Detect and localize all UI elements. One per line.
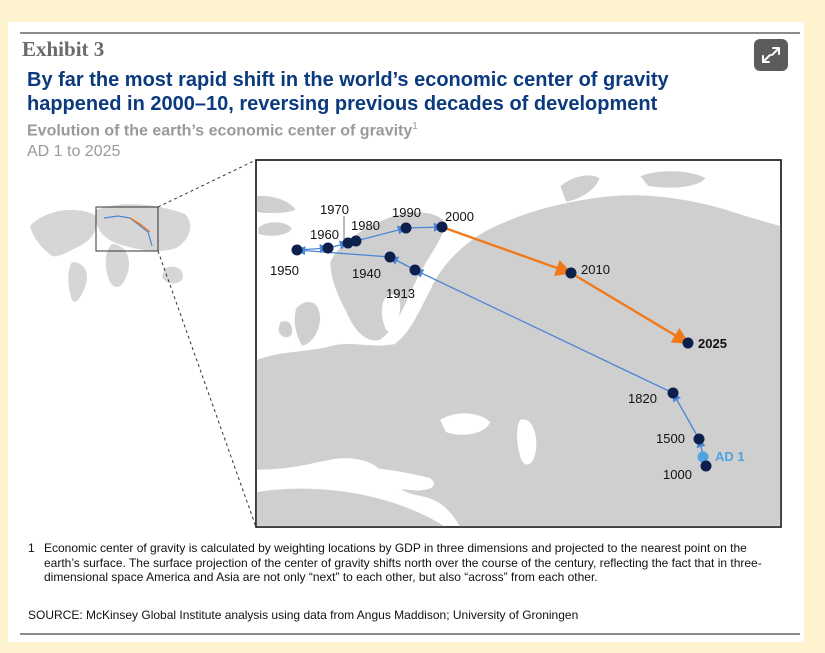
date-range: AD 1 to 2025 [27,143,121,160]
exhibit-label: Exhibit 3 [22,37,105,61]
title-line-1: By far the most rapid shift in the world… [27,69,669,91]
chart-title: By far the most rapid shift in the world… [27,68,727,116]
footnote-number: 1 [28,541,35,555]
footnote-text: Economic center of gravity is calculated… [44,541,762,584]
expand-icon [762,47,780,63]
top-rule [20,32,800,34]
title-line-2: happened in 2000–10, reversing previous … [27,93,658,115]
subtitle-footnote-marker: 1 [412,121,418,132]
bottom-rule [20,633,800,635]
source-note: SOURCE: McKinsey Global Institute analys… [28,608,579,622]
subtitle-text: Evolution of the earth’s economic center… [27,122,413,140]
expand-button[interactable] [754,39,788,71]
chart-subtitle: Evolution of the earth’s economic center… [27,121,418,140]
